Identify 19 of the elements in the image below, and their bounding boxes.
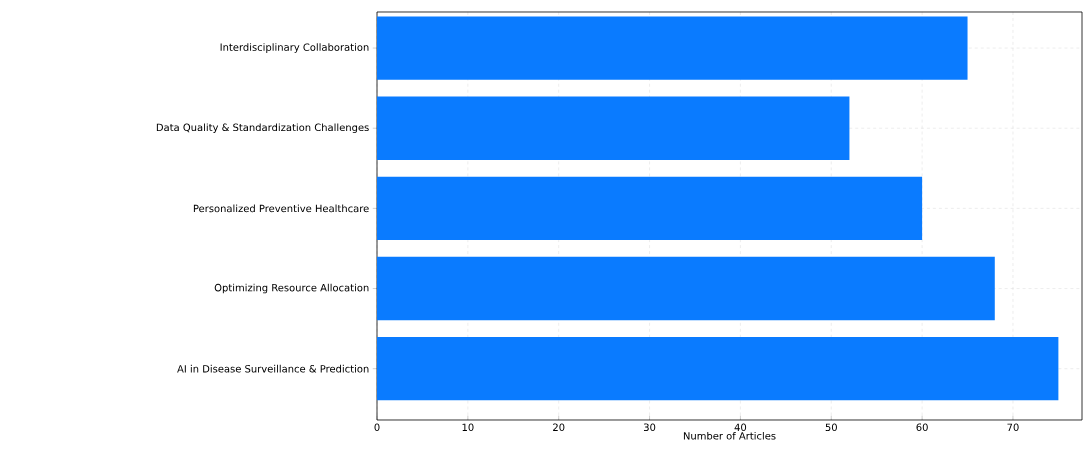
- y-tick-label: AI in Disease Surveillance & Prediction: [177, 364, 369, 373]
- bar: [377, 256, 995, 321]
- x-tick-label: 50: [825, 423, 837, 432]
- x-axis-title: Number of Articles: [683, 431, 776, 440]
- y-tick-label: Optimizing Resource Allocation: [214, 283, 369, 294]
- bar: [377, 16, 968, 80]
- y-tick-label: Personalized Preventive Healthcare: [193, 204, 369, 213]
- bar: [377, 176, 923, 241]
- y-tick-label: Data Quality & Standardization Challenges: [156, 123, 369, 134]
- y-tick-label: Interdisciplinary Collaboration: [220, 43, 369, 53]
- bar: [377, 337, 1059, 401]
- x-tick-label: 40: [734, 423, 747, 432]
- x-tick-label: 30: [643, 423, 656, 432]
- bar: [377, 96, 850, 160]
- x-tick-label: 60: [916, 423, 928, 432]
- x-tick-label: 10: [462, 423, 474, 432]
- x-tick-label: 20: [553, 423, 565, 432]
- x-tick-label: 0: [374, 423, 380, 432]
- x-tick-label: 70: [1007, 423, 1019, 432]
